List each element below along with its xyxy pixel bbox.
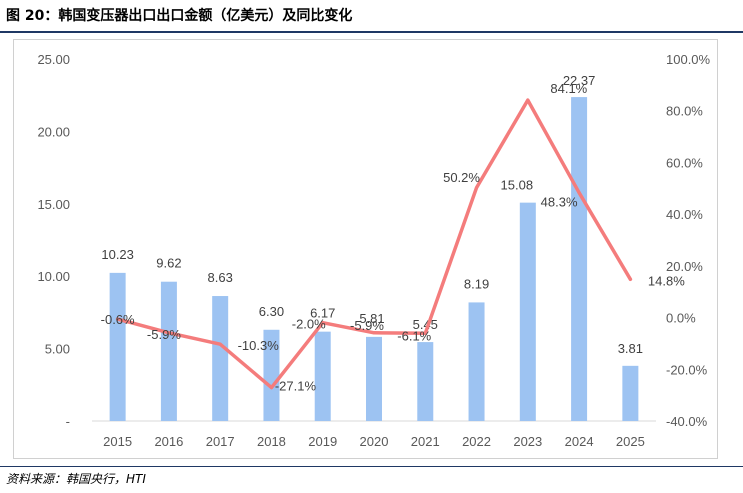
bar-data-label: 8.19 bbox=[464, 276, 489, 291]
y-right-tick-label: 20.0% bbox=[666, 259, 703, 274]
y-right-tick-label: -40.0% bbox=[666, 414, 708, 429]
line-point bbox=[116, 317, 120, 321]
line-data-label: -27.1% bbox=[275, 379, 317, 394]
chart-frame bbox=[13, 39, 718, 459]
bar bbox=[468, 302, 485, 421]
x-tick-label: 2020 bbox=[360, 434, 389, 449]
y-right-tick-label: 100.0% bbox=[666, 52, 711, 67]
line-point bbox=[372, 331, 376, 335]
line-point bbox=[321, 321, 325, 325]
x-tick-label: 2022 bbox=[462, 434, 491, 449]
y-left-tick-label: 5.00 bbox=[45, 342, 70, 357]
bar-data-label: 10.23 bbox=[101, 247, 134, 262]
x-tick-label: 2021 bbox=[411, 434, 440, 449]
line-point bbox=[475, 186, 479, 190]
y-right-tick-label: 80.0% bbox=[666, 104, 703, 119]
line-data-label: 84.1% bbox=[550, 81, 587, 96]
bar bbox=[109, 272, 126, 421]
x-tick-label: 2025 bbox=[616, 434, 645, 449]
title-divider bbox=[0, 31, 743, 33]
source-note: 资料来源：韩国央行，HTI bbox=[6, 472, 146, 486]
bar-data-label: 6.30 bbox=[259, 304, 284, 319]
y-left-tick-label: - bbox=[66, 414, 70, 429]
x-tick-label: 2016 bbox=[154, 434, 183, 449]
x-tick-label: 2017 bbox=[206, 434, 235, 449]
line-data-label: 50.2% bbox=[443, 170, 480, 185]
y-right-tick-label: -20.0% bbox=[666, 362, 708, 377]
y-left-tick-label: 20.00 bbox=[37, 124, 70, 139]
y-right-tick-label: 40.0% bbox=[666, 207, 703, 222]
bar-data-label: 3.81 bbox=[618, 341, 643, 356]
line-group bbox=[115, 98, 633, 390]
line-point bbox=[269, 386, 273, 390]
bar bbox=[160, 281, 177, 421]
line-point bbox=[167, 331, 171, 335]
bar-data-label: 8.63 bbox=[208, 270, 233, 285]
bar bbox=[314, 331, 331, 421]
bar-labels-group: 10.23 9.62 8.63 6.30 6.17 5.81 5.45 8.19 15.08 22… bbox=[101, 73, 643, 356]
x-tick-label: 2019 bbox=[308, 434, 337, 449]
x-tick-label: 2015 bbox=[103, 434, 132, 449]
x-tick-label: 2023 bbox=[513, 434, 542, 449]
line-data-label: -0.6% bbox=[101, 312, 135, 327]
y-right-tick-label: 0.0% bbox=[666, 311, 696, 326]
line-point bbox=[526, 98, 530, 102]
line-data-label: -5.9% bbox=[350, 318, 384, 333]
line-data-label: -2.0% bbox=[292, 317, 326, 332]
line-point bbox=[577, 191, 581, 195]
x-tick-label: 2018 bbox=[257, 434, 286, 449]
bar bbox=[519, 202, 536, 421]
bar bbox=[417, 342, 434, 421]
x-tick-label: 2024 bbox=[565, 434, 594, 449]
footer-divider bbox=[0, 466, 743, 467]
line-point bbox=[218, 342, 222, 346]
bar-data-label: 5.45 bbox=[413, 317, 438, 332]
bar bbox=[571, 97, 588, 421]
bar-data-label: 9.62 bbox=[156, 256, 181, 271]
bar-data-label: 15.08 bbox=[501, 178, 534, 193]
bar-data-label: 5.81 bbox=[359, 311, 384, 326]
line-data-label: 14.8% bbox=[648, 273, 685, 288]
bar bbox=[622, 365, 639, 421]
line-data-label: 48.3% bbox=[541, 195, 578, 210]
line-point bbox=[628, 277, 632, 281]
y-left-tick-label: 10.00 bbox=[37, 269, 70, 284]
bar bbox=[366, 336, 382, 421]
line-point bbox=[423, 331, 427, 335]
line-data-label: -5.9% bbox=[147, 327, 181, 342]
bar-data-label: 6.17 bbox=[310, 306, 335, 321]
bar bbox=[263, 329, 280, 421]
y-right-tick-label: 60.0% bbox=[666, 155, 703, 170]
y-left-tick-label: 15.00 bbox=[37, 197, 70, 212]
line-data-label: -6.1% bbox=[397, 328, 431, 343]
bars-group bbox=[109, 97, 639, 421]
y-left-tick-label: 25.00 bbox=[37, 52, 70, 67]
line-labels-group: -0.6% -5.9% -10.3% -27.1% -2.0% -5.9% -6.1% 50.… bbox=[101, 81, 686, 394]
bar-data-label: 22.37 bbox=[563, 73, 596, 88]
figure-title: 图 20：韩国变压器出口出口金额（亿美元）及同比变化 bbox=[6, 8, 353, 24]
line-data-label: -10.3% bbox=[238, 338, 280, 353]
bar bbox=[212, 296, 229, 421]
axes-group: - 5.00 10.00 15.00 20.00 25.00 -40.0% -20.0% 0.0… bbox=[37, 52, 710, 449]
